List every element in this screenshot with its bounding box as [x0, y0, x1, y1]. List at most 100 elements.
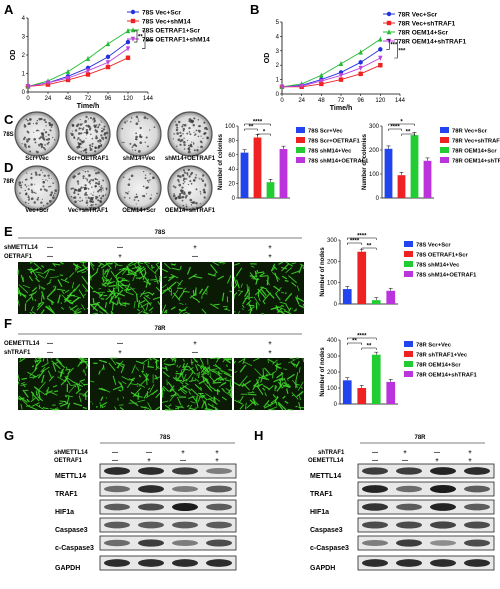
panel-label-b: B [250, 2, 259, 17]
tube-segment [129, 383, 139, 386]
blot-g-protein-1: METTL14 [55, 473, 86, 480]
colony-dot [50, 129, 52, 132]
colony-dot [40, 145, 44, 149]
colony-dot [18, 184, 20, 186]
tube-segment [262, 384, 270, 390]
tube-segment [56, 288, 66, 291]
tube-segment [68, 292, 73, 296]
colony-dot [33, 137, 36, 141]
tube-segment [64, 375, 71, 386]
tube-segment [75, 388, 82, 395]
tube-segment [98, 387, 107, 392]
colony-dot [43, 188, 46, 191]
colony-dot [134, 138, 137, 141]
legend-swatch [440, 127, 449, 133]
colony-dot [29, 118, 32, 121]
colony-dot [183, 181, 186, 183]
tube-segment [65, 395, 68, 398]
y-tick-label: 3 [276, 49, 280, 55]
tube-segment [176, 281, 181, 286]
colony-dot [202, 188, 206, 192]
tube-segment [280, 310, 285, 315]
colony-dot [135, 132, 137, 135]
colony-dot [70, 187, 73, 190]
colony-dot [25, 186, 28, 188]
tube-segment [117, 285, 120, 292]
data-point [45, 80, 51, 86]
colony-dot [78, 144, 81, 147]
tube-segment [242, 382, 250, 391]
colony-dish [65, 165, 111, 211]
colony-dot [42, 171, 44, 173]
tube-segment [64, 400, 68, 404]
tube-segment [126, 265, 131, 274]
colony-dot [24, 183, 27, 186]
tube-segment [172, 377, 178, 381]
colony-dot [89, 116, 92, 120]
colony-dot [185, 178, 188, 180]
legend-label: 78S Scr+Vec [308, 129, 343, 135]
colony-dot [24, 143, 27, 146]
blot-band [464, 559, 490, 567]
tube-segment [154, 376, 161, 380]
tube-segment [203, 377, 209, 385]
colony-dot [206, 136, 209, 139]
colony-dot [172, 185, 175, 188]
tube-segment [152, 357, 160, 362]
tube-segment [279, 380, 282, 388]
colony-dot [40, 117, 43, 121]
legend-swatch [404, 241, 413, 247]
legend-label: 78R Vec+shTRAF1 [398, 21, 456, 28]
colony-dot [39, 136, 43, 139]
colony-dot [54, 139, 56, 141]
blot-band [138, 539, 164, 547]
colony-dot [41, 198, 43, 200]
tube-segment [249, 307, 253, 315]
colony-dot [176, 132, 179, 135]
colony-dot [125, 191, 127, 194]
colony-dot [19, 192, 21, 194]
tube-segment [297, 297, 305, 303]
blot-band [430, 540, 456, 546]
tube-segment [98, 295, 102, 298]
tube-segment [150, 311, 153, 313]
colony-dot [35, 129, 38, 132]
tube-segment [249, 272, 258, 282]
legend-label: 78S Vec+shM14 [142, 19, 191, 26]
colony-row-label-c: 78S [3, 132, 14, 138]
tube-segment [213, 272, 217, 277]
tube-segment [110, 358, 117, 366]
colony-dot [182, 123, 184, 126]
colony-dot [80, 151, 82, 153]
tube-segment [52, 362, 57, 372]
tube-segment [281, 275, 288, 280]
colony-dot [179, 131, 182, 134]
tube-segment [272, 265, 278, 270]
colony-dot [128, 191, 130, 193]
tube-segment [178, 365, 182, 369]
colony-dot [80, 132, 83, 135]
tube-segment [202, 366, 210, 375]
colony-dot [101, 127, 103, 129]
sig-bracket [394, 38, 398, 59]
data-point [85, 68, 91, 74]
tube-segment [188, 390, 191, 395]
tube-segment [190, 388, 199, 397]
tube-segment [292, 379, 299, 388]
colony-dot [77, 200, 79, 202]
tube-segment [179, 368, 183, 376]
legend-label: 78S OETRAF1+Scr [142, 28, 200, 35]
tube-segment [101, 276, 105, 283]
colony-dot [86, 194, 88, 196]
colony-dot [172, 138, 174, 140]
tube-segment [213, 369, 223, 375]
colony-dot [88, 144, 92, 147]
tube-segment [121, 376, 130, 381]
tube-segment [164, 309, 168, 314]
tube-segment [244, 288, 250, 298]
tube-segment [233, 262, 240, 266]
tube-segment [147, 360, 150, 368]
colony-dot [95, 197, 98, 200]
colony-dot [191, 141, 193, 143]
colony-dot [130, 174, 134, 178]
